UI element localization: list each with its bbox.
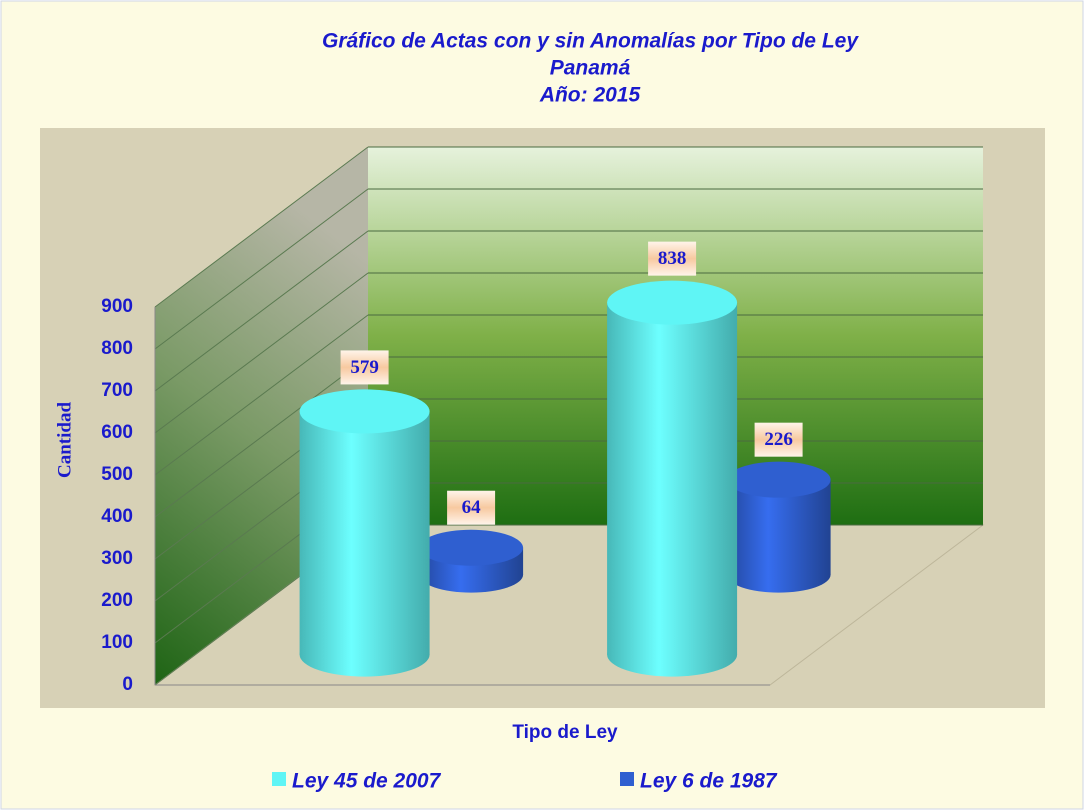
data-label: 64	[462, 497, 482, 518]
data-label: 226	[764, 429, 793, 450]
grid-line	[154, 272, 369, 434]
bar-top	[607, 280, 738, 325]
data-label-box	[648, 241, 697, 276]
y-tick-label: 600	[101, 422, 133, 443]
bar-top	[299, 389, 430, 434]
data-label: 838	[658, 248, 687, 269]
grid-line	[154, 188, 369, 350]
grid-line	[154, 146, 369, 308]
data-label-box	[754, 422, 803, 457]
y-tick-label: 100	[101, 632, 133, 653]
data-label-box	[340, 350, 389, 385]
bar	[299, 411, 430, 655]
grid-line	[154, 230, 369, 392]
y-axis-label: Cantidad	[54, 402, 75, 478]
y-tick-label: 500	[101, 464, 133, 485]
y-tick-label: 800	[101, 338, 133, 359]
y-tick-label: 900	[101, 296, 133, 317]
legend-swatch	[620, 772, 634, 786]
chart-title: Año: 2015	[539, 84, 641, 107]
y-tick-label: 700	[101, 380, 133, 401]
bar-top	[726, 461, 831, 498]
grid-line	[154, 314, 369, 476]
y-tick-label: 200	[101, 590, 133, 611]
chart-title: Gráfico de Actas con y sin Anomalías por…	[322, 30, 859, 53]
legend-label: Ley 6 de 1987	[640, 770, 778, 793]
x-axis-label: Tipo de Ley	[512, 722, 618, 743]
chart-title: Panamá	[550, 57, 631, 80]
grid-line	[154, 356, 369, 518]
y-tick-label: 0	[122, 674, 133, 695]
legend-swatch	[272, 772, 286, 786]
y-tick-label: 300	[101, 548, 133, 569]
legend-label: Ley 45 de 2007	[292, 770, 442, 793]
data-label-box	[447, 490, 496, 525]
y-tick-label: 400	[101, 506, 133, 527]
bar	[607, 302, 738, 655]
data-label: 579	[350, 357, 379, 378]
bar-top	[419, 529, 524, 566]
